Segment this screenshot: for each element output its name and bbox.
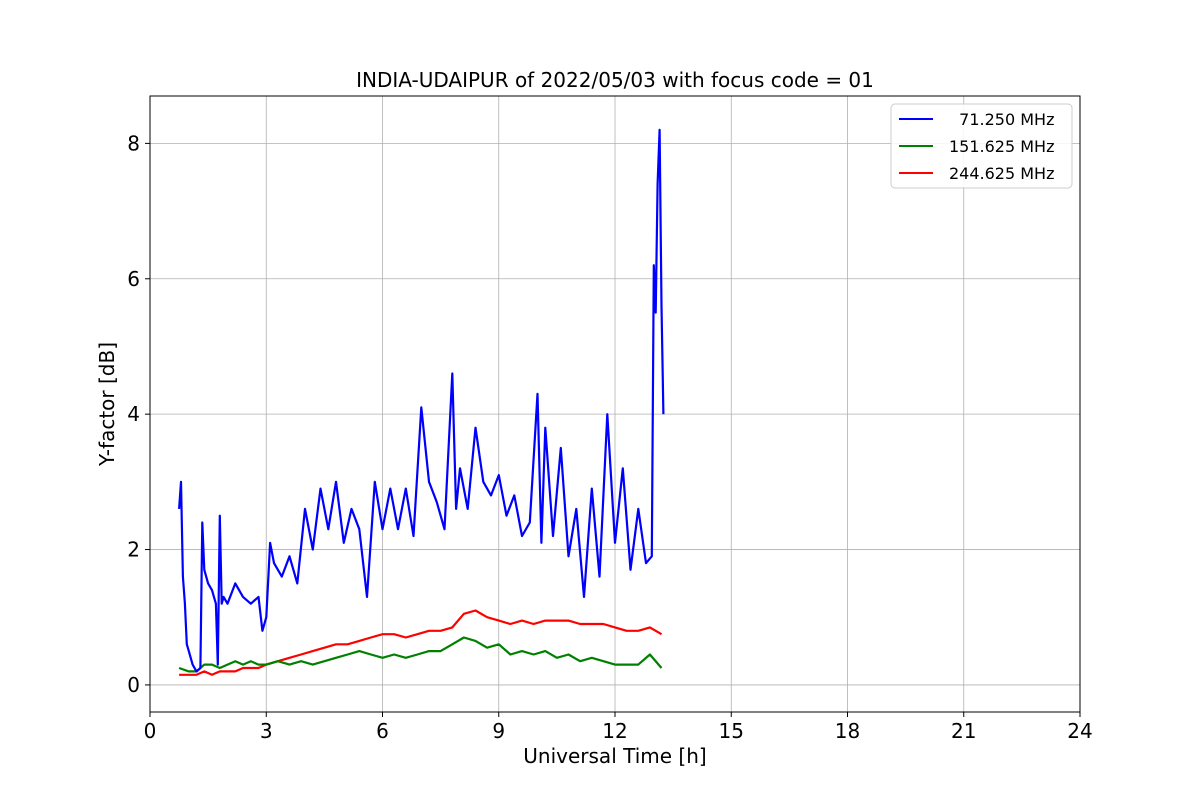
chart-title: INDIA-UDAIPUR of 2022/05/03 with focus c…: [356, 68, 874, 92]
series-line: [178, 128, 665, 673]
y-tick-label: 8: [127, 131, 140, 155]
y-tick-label: 4: [127, 402, 140, 426]
x-axis-label: Universal Time [h]: [523, 744, 706, 768]
legend-label: 71.250 MHz: [949, 110, 1054, 129]
series-line: [179, 609, 663, 676]
y-tick-label: 0: [127, 673, 140, 697]
x-tick-label: 12: [602, 719, 627, 743]
x-tick-label: 3: [260, 719, 273, 743]
legend-label: 151.625 MHz: [949, 137, 1054, 156]
y-tick-label: 2: [127, 538, 140, 562]
legend-label: 244.625 MHz: [949, 164, 1054, 183]
x-tick-label: 18: [835, 719, 860, 743]
y-axis-label: Y-factor [dB]: [95, 342, 119, 467]
x-tick-label: 9: [492, 719, 505, 743]
x-tick-label: 6: [376, 719, 389, 743]
x-tick-label: 24: [1067, 719, 1092, 743]
x-tick-label: 15: [719, 719, 744, 743]
legend-box: [890, 103, 1073, 189]
x-tick-label: 21: [951, 719, 976, 743]
y-tick-label: 6: [127, 267, 140, 291]
series-line: [178, 636, 663, 673]
plot-series: [178, 128, 665, 676]
x-tick-label: 0: [144, 719, 157, 743]
legend: 71.250 MHz 151.625 MHz 244.625 MHz: [890, 103, 1073, 189]
